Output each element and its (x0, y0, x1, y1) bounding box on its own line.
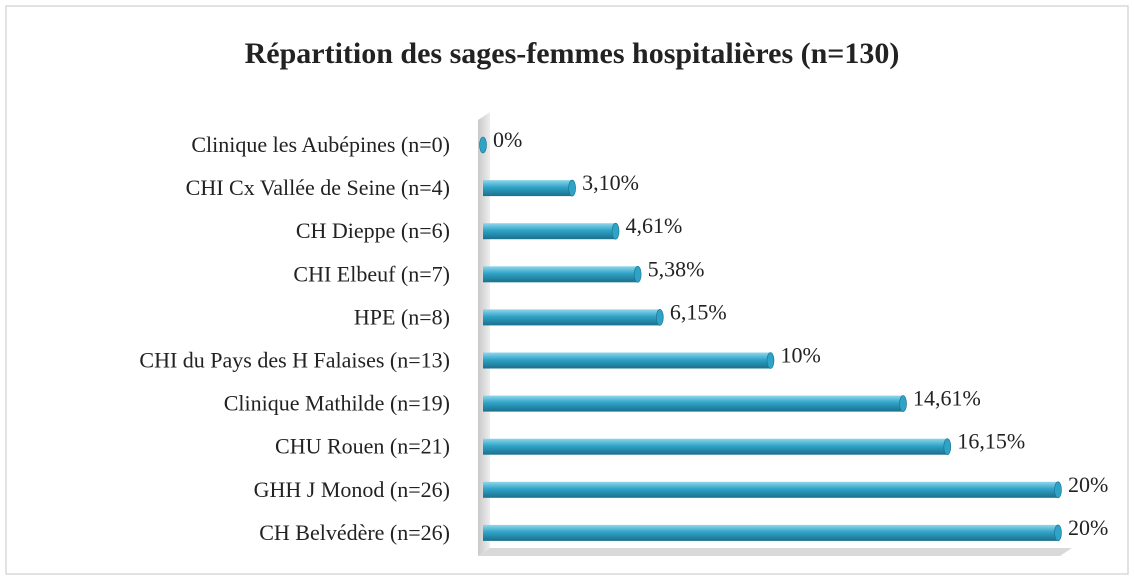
value-label: 16,15% (957, 429, 1025, 454)
category-label: CH Dieppe (n=6) (296, 218, 450, 243)
category-label: CHI Elbeuf (n=7) (293, 261, 450, 286)
chart-title: Répartition des sages-femmes hospitalièr… (245, 37, 900, 70)
bar-end (479, 136, 487, 154)
category-label: Clinique les Aubépines (n=0) (191, 132, 450, 157)
bar-end (656, 309, 664, 326)
chart-frame (5, 5, 1129, 575)
bar (483, 524, 1058, 541)
bar-end (611, 222, 620, 240)
bar (483, 266, 638, 283)
bar (483, 223, 616, 240)
value-label: 3,10% (582, 170, 639, 195)
category-label: CHI Cx Vallée de Seine (n=4) (186, 175, 450, 200)
bar-end (568, 179, 576, 197)
value-label: 10% (781, 343, 821, 368)
value-label: 0% (493, 127, 522, 152)
bar-end (899, 395, 907, 412)
category-label: Clinique Mathilde (n=19) (224, 391, 450, 416)
category-label: CHU Rouen (n=21) (275, 434, 450, 459)
value-label: 4,61% (626, 213, 683, 238)
bar (483, 180, 573, 197)
bar (483, 438, 948, 455)
bar (483, 395, 904, 412)
value-label: 6,15% (670, 299, 727, 324)
value-label: 20% (1068, 472, 1108, 497)
value-label: 5,38% (648, 256, 705, 281)
bar (483, 309, 660, 326)
category-label: CH Belvédère (n=26) (259, 520, 450, 545)
value-label: 14,61% (913, 386, 981, 411)
category-label: CHI du Pays des H Falaises (n=13) (139, 348, 450, 373)
bar-end (1054, 524, 1062, 542)
category-label: HPE (n=8) (354, 304, 450, 329)
bar (483, 481, 1058, 498)
bar-end (943, 438, 952, 456)
bar-end (766, 352, 775, 369)
plot-floor (478, 548, 1072, 556)
bar-end (633, 265, 642, 283)
bar (483, 352, 771, 369)
value-label: 20% (1068, 515, 1108, 540)
bar-end (1054, 481, 1062, 499)
category-label: GHH J Monod (n=26) (254, 477, 450, 502)
